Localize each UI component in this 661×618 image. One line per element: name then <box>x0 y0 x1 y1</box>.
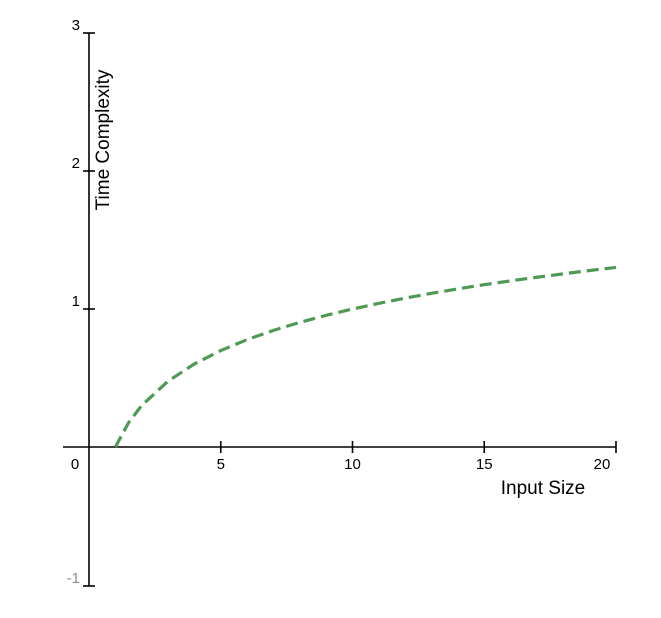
x-tick-label: 15 <box>476 456 493 473</box>
y-tick-label: -1 <box>67 570 80 587</box>
y-axis-title: Time Complexity <box>93 69 114 210</box>
y-tick-label: 2 <box>72 155 80 172</box>
x-tick-label: 10 <box>344 456 361 473</box>
x-tick-label: 5 <box>217 456 225 473</box>
series-layer <box>113 265 617 448</box>
x-axis-title: Input Size <box>501 478 586 499</box>
series-line <box>113 265 617 448</box>
x-tick-label: 0 <box>71 456 79 473</box>
y-tick-label: 3 <box>72 17 80 34</box>
x-tick-label: 20 <box>594 456 611 473</box>
y-ticks: -1 1 2 3 <box>67 17 95 587</box>
axes <box>63 33 616 586</box>
y-tick-label: 1 <box>72 293 80 310</box>
x-ticks: 0 5 10 15 20 <box>71 441 617 473</box>
